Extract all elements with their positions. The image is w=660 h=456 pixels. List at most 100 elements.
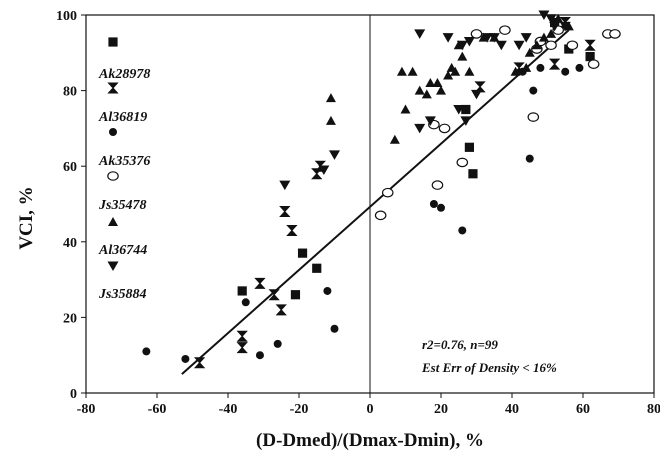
data-point-al36744 <box>457 51 468 61</box>
data-point-js35884 <box>318 165 330 175</box>
regression-line <box>181 29 570 375</box>
legend-label: Al36744 <box>98 243 147 258</box>
data-point-js35884 <box>463 36 475 47</box>
legend: Ak28978 Al36819 Ak35376 Js35478 Al36744 Js358… <box>98 37 150 302</box>
data-point-js35884 <box>329 150 340 160</box>
data-point-al36744 <box>524 47 535 57</box>
data-point-js35884 <box>460 116 472 126</box>
data-point-js35884 <box>453 105 465 115</box>
data-point-al36744 <box>414 85 425 95</box>
data-point-js35884 <box>481 33 493 43</box>
data-point-al36744 <box>432 78 443 88</box>
legend-label: Js35884 <box>98 287 146 302</box>
data-point-js35884 <box>513 40 525 51</box>
data-point-js35884 <box>471 89 482 100</box>
data-point-ak35376 <box>525 154 534 163</box>
data-point-al36744 <box>389 134 400 144</box>
data-point-js35884 <box>424 116 436 126</box>
data-point-js35478 <box>456 157 469 168</box>
data-point-js35884 <box>559 21 571 32</box>
x-tick-label: -80 <box>77 402 96 417</box>
x-axis-title: (D-Dmed)/(Dmax-Dmin), % <box>256 430 484 451</box>
y-tick-label: 40 <box>63 236 77 251</box>
data-point-js35478 <box>609 29 621 39</box>
data-point-js35478 <box>566 40 579 51</box>
data-point-al36744 <box>546 28 557 38</box>
y-tick-label: 20 <box>63 311 77 326</box>
axis-labels: (D-Dmed)/(Dmax-Dmin), % VCI, % <box>16 186 484 451</box>
legend-label: Js35478 <box>98 198 146 213</box>
legend-marker-ak35376 <box>109 128 117 136</box>
data-point-al36819 <box>193 357 206 369</box>
data-point-al36744 <box>421 89 432 99</box>
data-point-ak28978 <box>468 169 478 179</box>
data-point-js35478 <box>431 180 444 190</box>
x-tick-label: 20 <box>434 402 448 417</box>
data-point-al36744 <box>450 66 461 76</box>
data-point-ak35376 <box>241 298 250 307</box>
data-point-js35884 <box>538 10 550 20</box>
data-point-js35478 <box>381 187 394 198</box>
data-point-al36819 <box>236 330 248 342</box>
data-point-js35884 <box>279 180 291 191</box>
data-point-js35884 <box>442 33 454 43</box>
data-point-al36744 <box>531 40 542 50</box>
axes: -80 -60 -40 -20 0 20 40 60 80 0 20 40 60 80 100 <box>56 9 660 417</box>
legend-marker-ak28978 <box>108 37 118 47</box>
data-point-al36744 <box>400 104 411 114</box>
x-tick-label: 80 <box>647 402 660 417</box>
data-point-ak35376 <box>529 86 538 95</box>
data-point-al36819 <box>584 39 596 51</box>
data-point-ak28978 <box>290 290 301 300</box>
legend-marker-js35478 <box>107 171 119 181</box>
data-point-ak35376 <box>330 324 339 333</box>
data-point-al36744 <box>396 66 407 76</box>
data-point-al36819 <box>268 289 280 301</box>
y-tick-label: 100 <box>56 9 77 24</box>
data-point-al36744 <box>464 66 475 76</box>
x-tick-label: -40 <box>219 402 238 417</box>
y-axis-title: VCI, % <box>16 186 37 249</box>
x-tick-label: 40 <box>505 402 519 417</box>
data-point-js35884 <box>549 21 561 32</box>
data-point-al36819 <box>279 206 291 218</box>
data-point-js35478 <box>545 40 557 51</box>
data-point-ak35376 <box>561 67 570 76</box>
data-point-al36744 <box>325 115 336 125</box>
data-point-al36744 <box>436 85 446 95</box>
data-point-js35884 <box>495 40 507 51</box>
data-point-al36744 <box>325 93 336 103</box>
data-point-ak35376 <box>255 351 264 360</box>
data-point-js35884 <box>414 123 426 134</box>
annotation-fit: r2=0.76, n=99 <box>422 337 498 352</box>
data-point-js35478 <box>374 210 387 221</box>
legend-label: Ak35376 <box>98 154 150 169</box>
data-point-ak28978 <box>464 142 474 152</box>
data-point-ak28978 <box>312 263 322 273</box>
data-point-ak35376 <box>429 200 438 208</box>
data-point-al36819 <box>286 224 298 236</box>
data-point-ak35376 <box>437 203 445 212</box>
data-point-al36744 <box>553 13 564 23</box>
data-point-al36819 <box>548 58 561 70</box>
y-tick-label: 0 <box>70 387 77 402</box>
data-point-al36744 <box>443 70 454 80</box>
data-point-js35884 <box>414 29 426 39</box>
data-point-ak28978 <box>585 51 595 62</box>
legend-label: Ak28978 <box>98 67 150 82</box>
annotation-error: Est Err of Density < 16% <box>421 360 557 375</box>
x-tick-label: 60 <box>576 402 590 417</box>
data-point-ak28978 <box>461 104 471 115</box>
y-tick-label: 80 <box>63 85 77 100</box>
data-point-js35478 <box>499 25 511 35</box>
data-point-al36819 <box>236 342 248 354</box>
data-point-js35884 <box>456 40 468 51</box>
legend-marker-js35884 <box>107 261 119 271</box>
data-points <box>142 10 621 369</box>
legend-label: Al36819 <box>98 110 147 125</box>
data-point-ak28978 <box>297 248 308 258</box>
data-point-al36744 <box>510 66 521 76</box>
data-point-ak35376 <box>273 339 282 348</box>
data-point-js35478 <box>470 29 483 39</box>
